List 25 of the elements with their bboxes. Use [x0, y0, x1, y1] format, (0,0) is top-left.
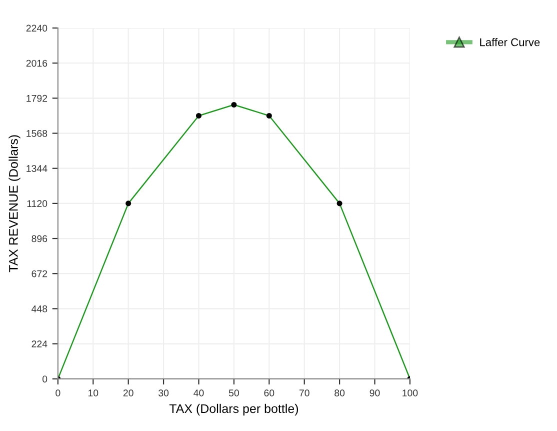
y-tick-label: 448 [32, 305, 48, 312]
y-tick-label: 1120 [27, 200, 48, 208]
y-tick-label: 0 [42, 376, 48, 382]
x-tick-label: 80 [334, 390, 345, 396]
y-tick-label: 1792 [26, 94, 48, 102]
y-tick-label: 224 [32, 340, 48, 348]
y-tick-label: 1568 [26, 130, 48, 137]
y-tick-label: 2240 [26, 24, 48, 32]
y-axis-title: TAX REVENUE (Dollars) [8, 135, 20, 272]
x-tick-label: 30 [158, 390, 169, 396]
x-tick-label: 50 [228, 390, 239, 396]
x-tick-label: 70 [299, 390, 310, 396]
y-tick-label: 896 [32, 235, 48, 242]
x-tick-label: 90 [370, 390, 380, 396]
x-tick-label: 10 [88, 390, 98, 396]
x-tick-label: 100 [402, 390, 418, 396]
y-tick-label: 672 [32, 270, 48, 278]
x-tick-label: 40 [194, 390, 204, 396]
y-tick-label: 1344 [26, 165, 48, 172]
x-axis-title: TAX (Dollars per bottle) [169, 404, 298, 416]
x-tick-label: 20 [123, 390, 134, 396]
legend-label: Laffer Curve [480, 38, 540, 46]
x-tick-label: 60 [264, 390, 274, 396]
y-tick-label: 2016 [26, 60, 48, 67]
x-tick-label: 0 [56, 390, 60, 396]
